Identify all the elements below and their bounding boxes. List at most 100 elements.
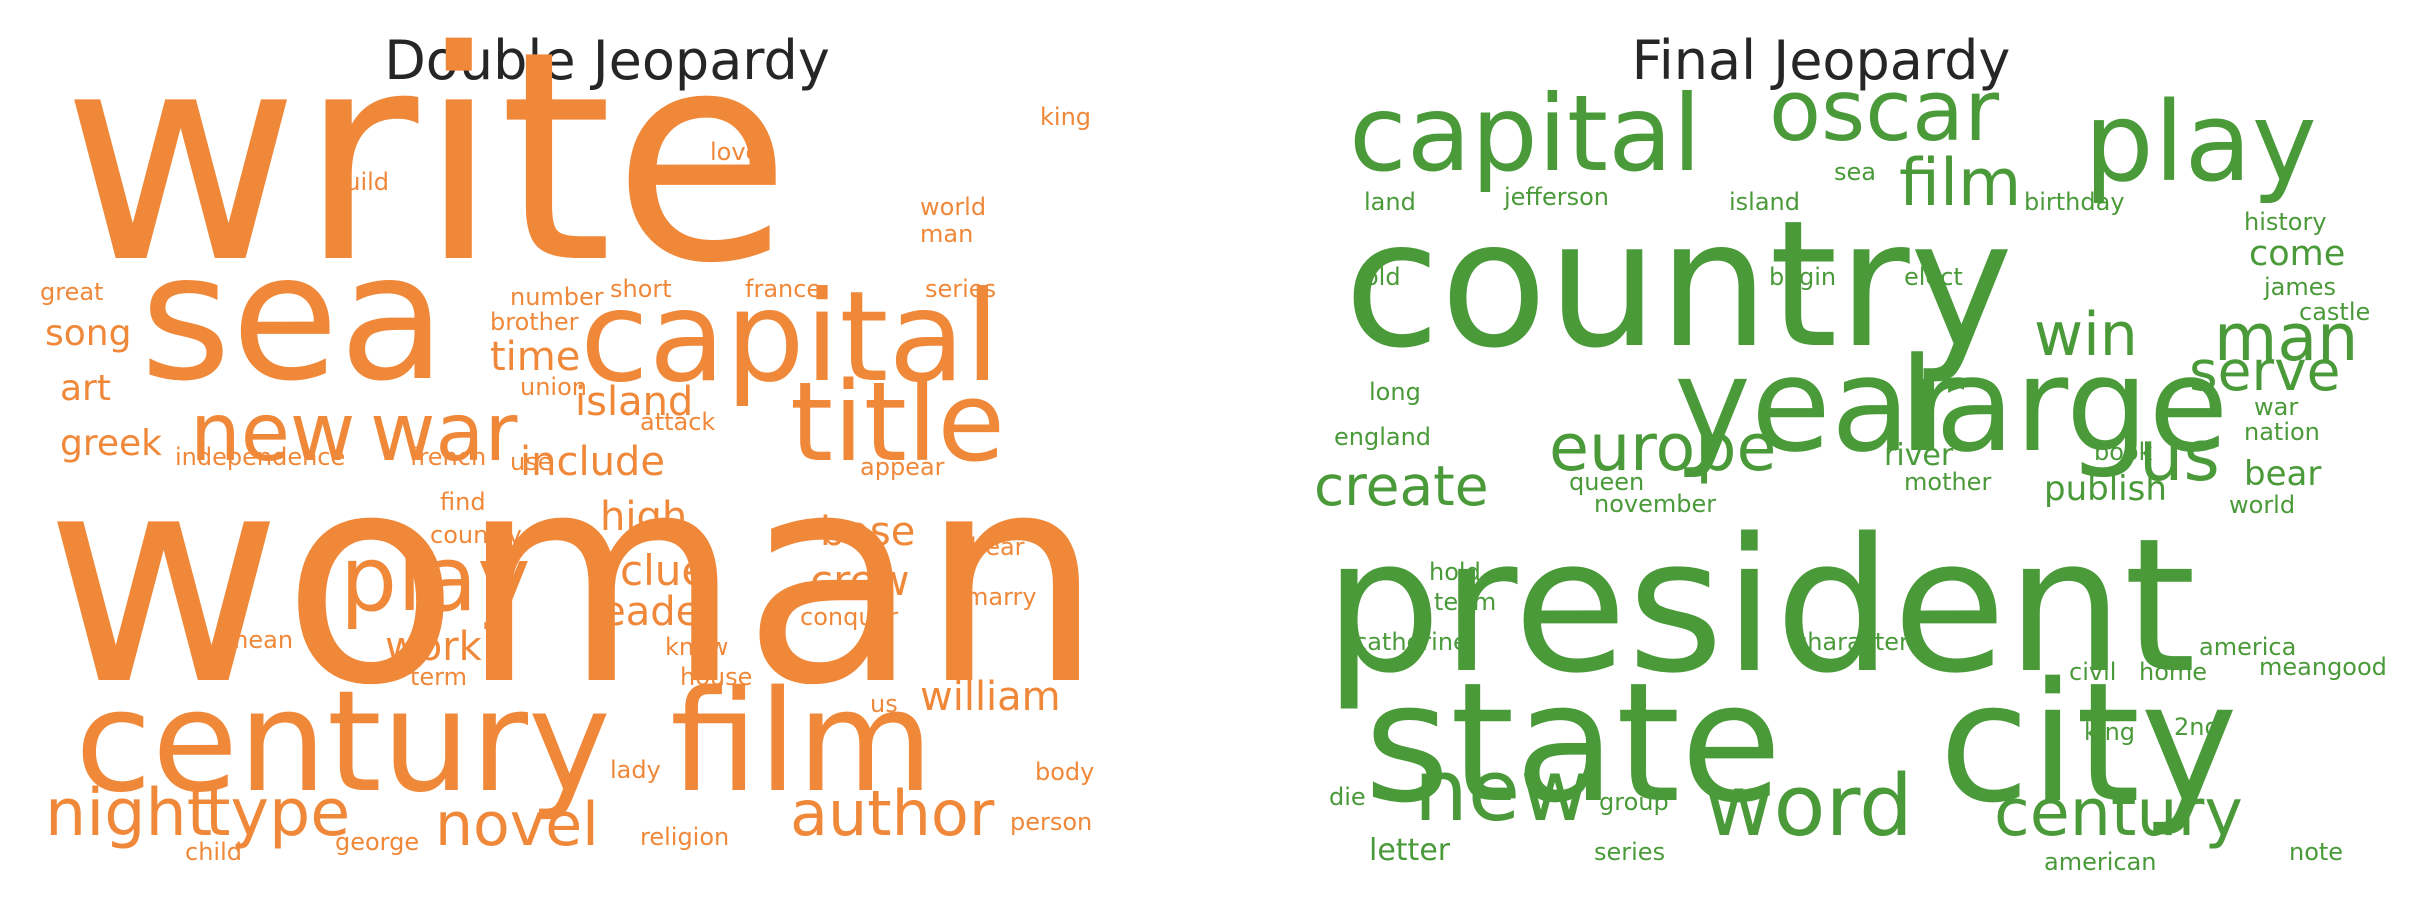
- word-sea: sea: [1834, 158, 1876, 186]
- word-person: person: [1010, 808, 1092, 836]
- word-century: century: [75, 661, 611, 824]
- word-marry: marry: [965, 583, 1037, 611]
- word-george: george: [335, 828, 419, 856]
- word-film: film: [670, 661, 933, 824]
- word-publish: publish: [2044, 469, 2167, 509]
- word-high: high: [600, 494, 687, 540]
- word-union: union: [520, 373, 587, 401]
- word-city: city: [1939, 647, 2238, 839]
- word-character: character: [1794, 628, 1909, 656]
- word-play: play: [2084, 78, 2317, 206]
- word-play: play: [340, 527, 531, 632]
- word-castle: castle: [2299, 298, 2370, 326]
- word-mean: mean: [225, 626, 293, 654]
- word-william: william: [920, 674, 1061, 720]
- word-man: man: [2214, 301, 2358, 376]
- word-attack: attack: [640, 408, 715, 436]
- word-capital: capital: [1349, 73, 1702, 195]
- word-series: series: [925, 275, 996, 303]
- word-england: england: [1334, 423, 1431, 451]
- word-sea: sea: [140, 217, 446, 420]
- word-base: base: [820, 509, 915, 555]
- word-mother: mother: [1904, 468, 1991, 496]
- word-home: home: [2139, 658, 2207, 686]
- word-century: century: [1994, 776, 2243, 851]
- word-war: war: [2254, 393, 2298, 421]
- double-jeopardy-panel: Double Jeopardy write woman sea capital titl…: [40, 0, 1104, 866]
- word-large: large: [1899, 329, 2228, 481]
- word-new: new: [1414, 742, 1590, 841]
- word-note: note: [2289, 838, 2343, 866]
- word-win: win: [2034, 300, 2138, 370]
- word-great: great: [40, 278, 103, 306]
- word-time: time: [490, 334, 580, 380]
- word-hear: hear: [970, 533, 1025, 561]
- word-america: america: [2199, 633, 2296, 661]
- word-know: know: [665, 633, 728, 661]
- word-use: use: [510, 448, 552, 476]
- word-bear: bear: [2244, 454, 2321, 494]
- word-conquer: conquer: [800, 603, 898, 631]
- word-man: man: [920, 220, 973, 248]
- word-include: include: [520, 439, 665, 485]
- word-art: art: [60, 368, 111, 409]
- word-night: night: [45, 776, 212, 851]
- word-france: france: [745, 275, 821, 303]
- word-child: child: [185, 838, 242, 866]
- word-europe: europe: [1549, 411, 1777, 486]
- word-word: word: [1704, 757, 1913, 856]
- word-new: new: [190, 386, 355, 479]
- word-country: country: [430, 521, 522, 549]
- word-love: love: [710, 138, 760, 166]
- word-build: build: [330, 168, 389, 196]
- word-island: island: [575, 379, 693, 425]
- word-james: james: [2263, 273, 2336, 301]
- word-come: come: [2249, 234, 2345, 274]
- word-french: french: [410, 443, 486, 471]
- word-die: die: [1329, 783, 1366, 811]
- word-jefferson: jefferson: [1503, 183, 1609, 211]
- word-religion: religion: [640, 823, 729, 851]
- final-jeopardy-panel: Final Jeopardy capital oscar play country ye…: [1214, 0, 2428, 908]
- word-king: king: [1040, 103, 1091, 131]
- word-serve: serve: [2189, 339, 2341, 403]
- word-river: river: [1884, 438, 1954, 473]
- word-book: book: [2094, 438, 2153, 466]
- word-oscar: oscar: [1769, 62, 1999, 161]
- word-elect: elect: [1904, 263, 1963, 291]
- word-song: song: [45, 313, 131, 354]
- word-film: film: [1899, 146, 2021, 221]
- word-title: title: [790, 358, 1005, 486]
- word-crew: crew: [810, 556, 910, 605]
- word-body: body: [1035, 758, 1094, 786]
- word-leader: leader: [590, 589, 717, 635]
- final-jeopardy-title: Final Jeopardy: [1631, 29, 2011, 92]
- word-queen: queen: [1569, 468, 1644, 496]
- word-group: group: [1599, 788, 1669, 816]
- word-state: state: [1364, 647, 1782, 839]
- word-nation: nation: [2244, 418, 2320, 446]
- word-work: work: [385, 624, 483, 670]
- word-catherine: catherine: [1354, 628, 1468, 656]
- word-number: number: [510, 283, 604, 311]
- word-king: king: [2084, 718, 2135, 746]
- word-novel: novel: [435, 790, 599, 860]
- word-greek: greek: [60, 423, 162, 464]
- word-world: world: [2229, 491, 2295, 519]
- word-island: island: [1729, 188, 1800, 216]
- word-november: november: [1594, 490, 1716, 518]
- word-team: team: [1434, 588, 1496, 616]
- word-american: american: [2044, 848, 2157, 876]
- word-year: year: [1674, 329, 1965, 481]
- word-history: history: [2244, 208, 2327, 236]
- word-create: create: [1314, 454, 1489, 518]
- word-war: war: [370, 386, 517, 479]
- word-series: series: [1594, 838, 1665, 866]
- word-civil: civil: [2069, 658, 2116, 686]
- word-lady: lady: [610, 756, 661, 784]
- word-meangood: meangood: [2259, 653, 2387, 681]
- word-capital: capital: [580, 265, 1000, 410]
- word-hold: hold: [1429, 558, 1481, 586]
